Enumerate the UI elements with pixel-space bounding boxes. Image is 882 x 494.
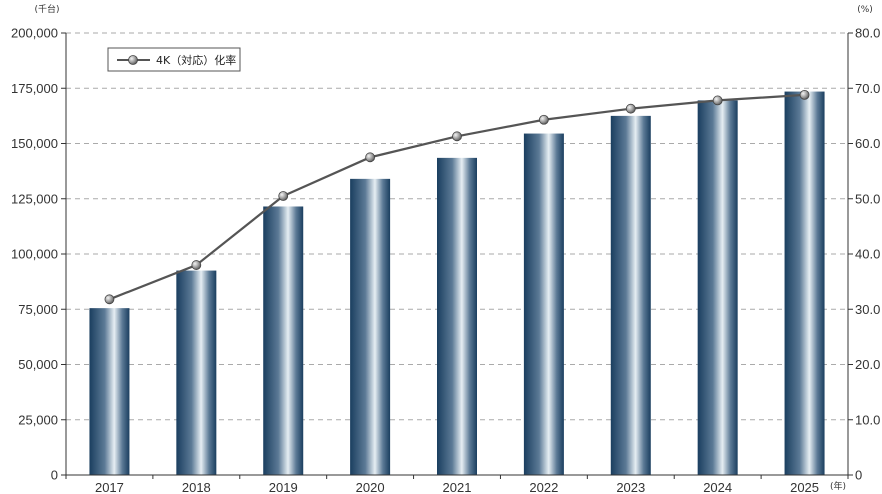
legend-label: 4K（対応）化率 bbox=[156, 53, 236, 67]
left-axis-tick-label: 125,000 bbox=[11, 191, 58, 206]
rate-point bbox=[712, 95, 723, 106]
right-axis-unit: (%) bbox=[857, 5, 873, 15]
bar bbox=[437, 157, 477, 476]
line-series bbox=[104, 89, 810, 305]
left-axis-tick-label: 175,000 bbox=[11, 81, 58, 96]
rate-point bbox=[191, 260, 202, 270]
bar bbox=[523, 133, 564, 475]
rate-point bbox=[104, 294, 115, 305]
left-axis-tick-label: 25,000 bbox=[18, 412, 58, 427]
x-axis-tick-label: 2022 bbox=[529, 480, 558, 494]
left-axis-tick-label: 0 bbox=[51, 468, 58, 483]
legend-box bbox=[107, 47, 241, 72]
legend: 4K（対応）化率 bbox=[107, 47, 241, 72]
right-axis-tick-label: 10.0 bbox=[855, 412, 880, 427]
rate-point bbox=[538, 114, 549, 125]
right-axis-tick-label: 0 bbox=[855, 468, 862, 483]
axis-labels: 0 0 25,000 10.0 50,000 20.0 75,000 30.0 100,000 4… bbox=[11, 26, 880, 494]
x-axis-tick-label: 2023 bbox=[616, 480, 645, 494]
left-axis-tick-label: 200,000 bbox=[11, 26, 58, 41]
left-axis-tick-label: 150,000 bbox=[11, 136, 58, 151]
x-axis-tick-label: 2019 bbox=[269, 480, 298, 494]
right-axis-tick-label: 70.0 bbox=[855, 81, 880, 96]
left-axis-unit: (千台) bbox=[34, 3, 59, 15]
x-axis-unit: (年) bbox=[830, 480, 846, 492]
right-axis-tick-label: 30.0 bbox=[855, 302, 880, 317]
left-axis-tick-label: 100,000 bbox=[11, 247, 58, 262]
left-axis-tick-label: 75,000 bbox=[18, 302, 58, 317]
rate-point bbox=[625, 103, 636, 114]
right-axis-tick-label: 40.0 bbox=[855, 247, 880, 262]
x-axis-tick-label: 2021 bbox=[443, 480, 472, 494]
legend-marker-swatch bbox=[128, 55, 138, 65]
rate-point bbox=[452, 131, 462, 142]
bar bbox=[89, 308, 130, 475]
x-axis-tick-label: 2025 bbox=[790, 480, 819, 494]
bar-series bbox=[89, 91, 825, 476]
right-axis-tick-label: 60.0 bbox=[855, 136, 880, 151]
axes bbox=[61, 32, 853, 479]
bar bbox=[350, 178, 391, 476]
right-axis-tick-label: 80.0 bbox=[855, 26, 880, 41]
right-axis-tick-label: 20.0 bbox=[855, 357, 880, 372]
x-axis-tick-label: 2024 bbox=[703, 480, 732, 494]
x-axis-tick-label: 2020 bbox=[356, 480, 385, 494]
rate-point bbox=[278, 191, 289, 201]
left-axis-tick-label: 50,000 bbox=[18, 357, 58, 372]
bar bbox=[697, 100, 738, 475]
x-axis-tick-label: 2018 bbox=[182, 480, 211, 494]
bar bbox=[784, 91, 825, 475]
rate-point bbox=[365, 152, 376, 163]
bar bbox=[176, 270, 217, 475]
bar bbox=[610, 115, 651, 475]
x-axis-tick-label: 2017 bbox=[95, 480, 124, 494]
bar bbox=[263, 206, 304, 476]
rate-point bbox=[799, 89, 810, 100]
right-axis-tick-label: 50.0 bbox=[855, 191, 880, 206]
